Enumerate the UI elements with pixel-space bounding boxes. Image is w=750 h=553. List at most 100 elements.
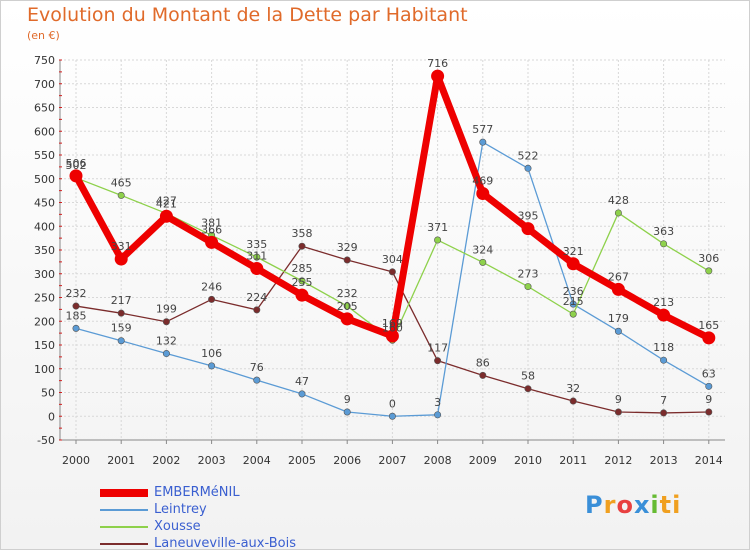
y-tick-label: 600 — [34, 125, 55, 138]
data-point — [162, 350, 170, 358]
data-point — [660, 409, 668, 417]
logo-letter: ti — [659, 491, 682, 519]
axes: -50 0 50 100 150 200 250 300 350 400 450 500 550 600 6… — [34, 54, 725, 467]
x-tick-label: 2014 — [695, 454, 723, 467]
data-label: 306 — [698, 252, 719, 265]
y-tick-label: 300 — [34, 268, 55, 281]
data-point — [702, 331, 716, 345]
x-tick-label: 2012 — [604, 454, 632, 467]
data-point — [705, 408, 713, 416]
data-label: 577 — [472, 123, 493, 136]
data-label: 106 — [201, 347, 222, 360]
x-tick-label: 2006 — [333, 454, 361, 467]
data-point — [208, 362, 216, 370]
data-label: 335 — [246, 238, 267, 251]
x-tick-label: 2004 — [243, 454, 271, 467]
unit-label: (en €) — [27, 29, 60, 42]
data-label: 358 — [292, 227, 313, 240]
data-point — [524, 283, 532, 291]
data-label: 506 — [66, 157, 87, 170]
y-tick-label: 0 — [48, 410, 55, 423]
data-point — [614, 327, 622, 335]
data-label: 232 — [66, 287, 87, 300]
data-point — [434, 236, 442, 244]
x-tick-label: 2007 — [378, 454, 406, 467]
data-label: 267 — [608, 270, 629, 283]
data-point — [298, 242, 306, 250]
data-point — [253, 306, 261, 314]
data-point — [431, 69, 445, 83]
data-point — [479, 138, 487, 146]
data-label: 465 — [111, 176, 132, 189]
y-tick-label: 500 — [34, 173, 55, 186]
x-tick-label: 2002 — [152, 454, 180, 467]
legend-label: Leintrey — [154, 502, 207, 517]
data-point — [434, 357, 442, 365]
data-label: 324 — [472, 243, 493, 256]
data-labels: 506 331 421 366 311 255 205 169 716 469 395 321 267 2… — [66, 57, 720, 410]
data-point — [298, 390, 306, 398]
data-label: 371 — [427, 221, 448, 234]
data-label: 47 — [295, 375, 309, 388]
data-point — [295, 288, 309, 302]
data-point — [253, 376, 261, 384]
data-label: 7 — [660, 394, 667, 407]
data-point — [566, 257, 580, 271]
data-point — [298, 277, 306, 285]
x-tick-label: 2001 — [107, 454, 135, 467]
legend-label: Laneuveville-aux-Bois — [154, 536, 296, 551]
data-point — [524, 164, 532, 172]
data-label: 9 — [344, 393, 351, 406]
data-point — [479, 258, 487, 266]
data-point — [69, 169, 83, 183]
data-point — [343, 408, 351, 416]
legend-swatch — [100, 509, 148, 511]
x-tick-label: 2010 — [514, 454, 542, 467]
data-label: 395 — [518, 210, 539, 223]
logo-letter: x — [633, 491, 651, 519]
data-label: 58 — [521, 370, 535, 383]
legend-label: EMBERMéNIL — [154, 485, 240, 500]
y-tick-label: 200 — [34, 315, 55, 328]
data-point — [521, 222, 535, 236]
data-label: 246 — [201, 280, 222, 293]
data-point — [524, 385, 532, 393]
data-label: 63 — [702, 367, 716, 380]
data-label: 0 — [389, 397, 396, 410]
data-point — [205, 235, 219, 249]
data-point — [72, 302, 80, 310]
x-tick-label: 2009 — [469, 454, 497, 467]
y-tick-label: 250 — [34, 292, 55, 305]
data-point — [208, 295, 216, 303]
data-label: 215 — [563, 295, 584, 308]
data-label: 160 — [382, 321, 403, 334]
y-tick-label: 700 — [34, 78, 55, 91]
data-point — [72, 324, 80, 332]
data-label: 32 — [566, 382, 580, 395]
data-label: 205 — [337, 300, 358, 313]
data-label: 716 — [427, 57, 448, 70]
legend-swatch — [100, 526, 148, 528]
data-point — [614, 209, 622, 217]
data-label: 329 — [337, 241, 358, 254]
data-point — [159, 209, 173, 223]
data-label: 9 — [705, 393, 712, 406]
data-point — [388, 268, 396, 276]
data-label: 179 — [608, 312, 629, 325]
y-tick-label: 350 — [34, 244, 55, 257]
grid-lines — [60, 59, 725, 441]
data-label: 224 — [246, 291, 267, 304]
data-label: 255 — [292, 276, 313, 289]
data-label: 366 — [201, 223, 222, 236]
data-point — [340, 312, 354, 326]
data-label: 421 — [156, 197, 177, 210]
legend-label: Xousse — [154, 519, 201, 534]
x-tick-label: 2013 — [650, 454, 678, 467]
x-tick-label: 2008 — [424, 454, 452, 467]
data-label: 331 — [111, 240, 132, 253]
data-label: 3 — [434, 396, 441, 409]
legend-swatch — [100, 543, 148, 545]
data-label: 469 — [472, 174, 493, 187]
data-point — [114, 252, 128, 266]
y-tick-label: 450 — [34, 197, 55, 210]
